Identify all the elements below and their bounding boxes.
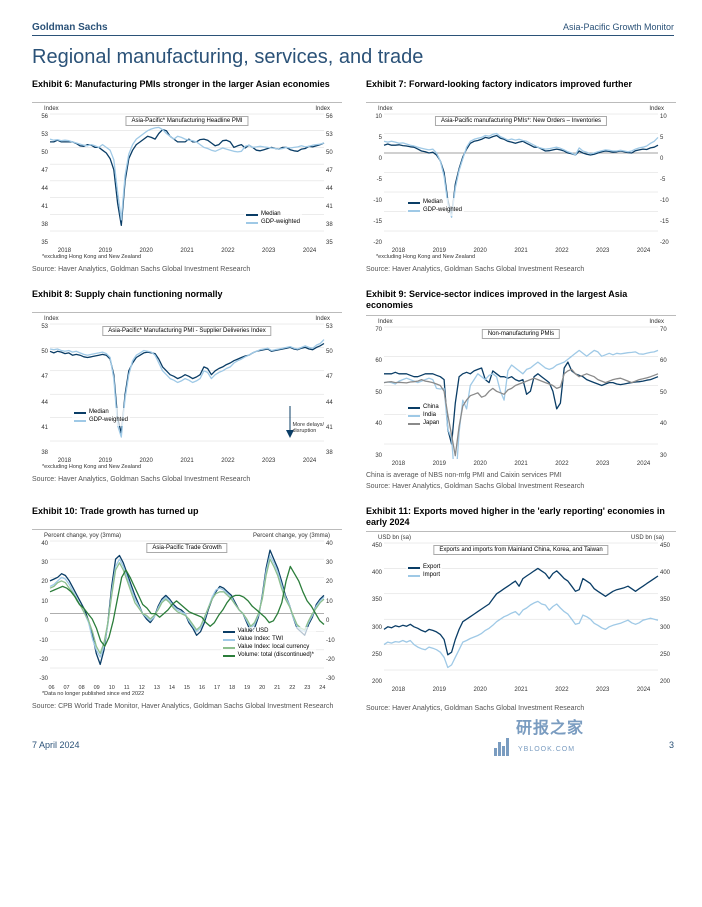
exhibit-11: Exhibit 11: Exports moved higher in the … — [366, 506, 676, 713]
legend: ExportImport — [406, 563, 442, 581]
source-line: Source: Haver Analytics, Goldman Sachs G… — [366, 705, 676, 712]
footnote: *excluding Hong Kong and New Zealand — [42, 464, 141, 470]
legend: MedianGDP-weighted — [406, 198, 464, 216]
y-axis-left: 403020100-10-20-30 — [32, 541, 48, 683]
exhibit-8-title: Exhibit 8: Supply chain functioning norm… — [32, 289, 342, 313]
exhibit-9-title: Exhibit 9: Service-sector indices improv… — [366, 289, 676, 316]
exhibit-10-title: Exhibit 10: Trade growth has turned up — [32, 506, 342, 530]
doc-title: Asia-Pacific Growth Monitor — [563, 22, 674, 32]
footer-date: 7 April 2024 — [32, 740, 80, 750]
y-label-right: Index — [649, 319, 664, 325]
chart-svg — [366, 535, 676, 685]
y-label-left: Index — [44, 106, 59, 112]
x-axis: 2018201920202021202220232024 — [366, 687, 676, 693]
source-line: Source: Haver Analytics, Goldman Sachs G… — [32, 476, 342, 483]
legend: MedianGDP-weighted — [72, 408, 130, 426]
legend: Value: USDValue Index: TWIValue Index: l… — [221, 627, 316, 660]
chart-subtitle: Exports and imports from Mainland China,… — [433, 545, 608, 555]
y-label-right: Percent change, yoy (3mma) — [253, 533, 330, 539]
source-line: Source: Haver Analytics, Goldman Sachs G… — [366, 266, 676, 273]
y-axis-left: 535047444138 — [32, 324, 48, 456]
y-label-left: Index — [378, 106, 393, 112]
exhibit-9: Exhibit 9: Service-sector indices improv… — [366, 289, 676, 490]
page-header: Goldman Sachs Asia-Pacific Growth Monito… — [32, 22, 674, 36]
exhibit-6: Exhibit 6: Manufacturing PMIs stronger i… — [32, 79, 342, 273]
y-axis-right: 535047444138 — [326, 324, 342, 456]
chart-subtitle: Non-manufacturing PMIs — [482, 329, 560, 339]
y-axis-left: 7060504030 — [366, 327, 382, 459]
watermark-url: YBLOOK.COM — [518, 746, 575, 753]
y-label-right: USD bn (sa) — [631, 535, 664, 541]
chart-subtitle: Asia-Pacific manufacturing PMIs*: New Or… — [435, 116, 607, 126]
exhibit-11-title: Exhibit 11: Exports moved higher in the … — [366, 506, 676, 533]
y-label-left: Index — [44, 316, 59, 322]
y-label-left: USD bn (sa) — [378, 535, 411, 541]
legend: MedianGDP-weighted — [244, 210, 302, 228]
exhibit-6-title: Exhibit 6: Manufacturing PMIs stronger i… — [32, 79, 342, 103]
y-axis-right: 403020100-10-20-30 — [326, 541, 342, 683]
y-axis-right: 7060504030 — [660, 327, 676, 459]
chart-subtitle: Asia-Pacific* Manufacturing PMI - Suppli… — [102, 326, 271, 336]
footnote: *excluding Hong Kong and New Zealand — [376, 254, 475, 260]
source-line: Source: Haver Analytics, Goldman Sachs G… — [32, 266, 342, 273]
source-line: Source: CPB World Trade Monitor, Haver A… — [32, 703, 342, 710]
watermark-icon — [494, 738, 510, 756]
chart-svg — [366, 319, 676, 459]
y-axis-left: 5653504744413835 — [32, 114, 48, 246]
footnote: *excluding Hong Kong and New Zealand — [42, 254, 141, 260]
section-title: Regional manufacturing, services, and tr… — [32, 46, 674, 69]
exhibit-6-chart: Index Index 5653504744413835 56535047444… — [32, 106, 342, 256]
y-label-right: Index — [315, 316, 330, 322]
exhibit-7-chart: Index Index 1050-5-10-15-20 1050-5-10-15… — [366, 106, 676, 256]
exhibit-7: Exhibit 7: Forward-looking factory indic… — [366, 79, 676, 273]
y-label-right: Index — [315, 106, 330, 112]
chart-note: China is average of NBS non-mfg PMI and … — [366, 472, 676, 479]
chart-svg — [366, 106, 676, 246]
watermark-text: 研报之家 — [516, 720, 584, 737]
annotation: More delays/ disruption — [293, 422, 325, 434]
exhibit-10-chart: Percent change, yoy (3mma) Percent chang… — [32, 533, 342, 693]
exhibit-grid: Exhibit 6: Manufacturing PMIs stronger i… — [32, 79, 674, 712]
y-axis-right: 450400350300250200 — [660, 543, 676, 685]
y-axis-left: 1050-5-10-15-20 — [366, 114, 382, 246]
chart-subtitle: Asia-Pacific Trade Growth — [146, 543, 227, 553]
exhibit-9-chart: Index Index 7060504030 7060504030 Non-ma… — [366, 319, 676, 469]
y-label-left: Percent change, yoy (3mma) — [44, 533, 121, 539]
source-line: Source: Haver Analytics, Goldman Sachs G… — [366, 483, 676, 490]
footer: 7 April 2024 研报之家 YBLOOK.COM 3 — [32, 740, 674, 750]
watermark: 研报之家 YBLOOK.COM — [494, 714, 584, 756]
y-label-left: Index — [378, 319, 393, 325]
exhibit-8: Exhibit 8: Supply chain functioning norm… — [32, 289, 342, 490]
y-axis-left: 450400350300250200 — [366, 543, 382, 685]
exhibit-8-chart: Index Index 535047444138 535047444138 As… — [32, 316, 342, 466]
legend: ChinaIndiaJapan — [406, 403, 441, 428]
y-axis-right: 1050-5-10-15-20 — [660, 114, 676, 246]
exhibit-7-title: Exhibit 7: Forward-looking factory indic… — [366, 79, 676, 103]
page-number: 3 — [669, 740, 674, 750]
y-axis-right: 5653504744413835 — [326, 114, 342, 246]
x-axis: 2018201920202021202220232024 — [366, 461, 676, 467]
chart-subtitle: Asia-Pacific* Manufacturing Headline PMI — [125, 116, 248, 126]
y-label-right: Index — [649, 106, 664, 112]
brand-label: Goldman Sachs — [32, 22, 108, 33]
chart-svg — [32, 316, 342, 456]
footnote: *Data no longer published since end 2022 — [42, 691, 144, 697]
exhibit-10: Exhibit 10: Trade growth has turned up P… — [32, 506, 342, 713]
exhibit-11-chart: USD bn (sa) USD bn (sa) 4504003503002502… — [366, 535, 676, 695]
